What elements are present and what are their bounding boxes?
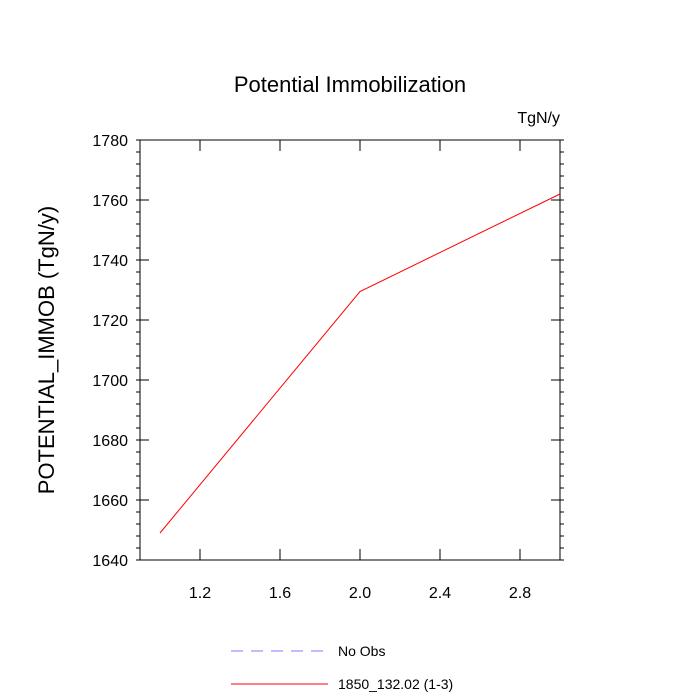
axes: 1.2 1.6 2.0 2.4 2.8 1640 1660 1680 1700 1720 1740 1… xyxy=(92,133,564,602)
x-tick-label: 2.4 xyxy=(429,585,451,602)
y-tick-label: 1660 xyxy=(92,493,128,510)
x-tick-label: 1.6 xyxy=(269,585,291,602)
legend: No Obs 1850_132.02 (1-3) xyxy=(231,643,453,692)
y-tick-label: 1760 xyxy=(92,193,128,210)
y-axis-label: POTENTIAL_IMMOB (TgN/y) xyxy=(34,206,59,494)
legend-label-1: 1850_132.02 (1-3) xyxy=(338,676,453,692)
y-tick-label: 1720 xyxy=(92,313,128,330)
legend-label-0: No Obs xyxy=(338,643,385,659)
units-label: TgN/y xyxy=(517,110,560,127)
chart-title: Potential Immobilization xyxy=(234,72,466,97)
x-tick-label: 1.2 xyxy=(189,585,211,602)
y-tick-label: 1780 xyxy=(92,133,128,150)
y-tick-label: 1700 xyxy=(92,373,128,390)
y-tick-label: 1640 xyxy=(92,553,128,570)
series-line-1 xyxy=(159,193,561,534)
y-tick-label: 1740 xyxy=(92,253,128,270)
x-tick-label: 2.0 xyxy=(349,585,371,602)
plot-frame xyxy=(139,139,561,561)
x-tick-label: 2.8 xyxy=(509,585,531,602)
series-layer xyxy=(159,193,561,534)
y-tick-label: 1680 xyxy=(92,433,128,450)
